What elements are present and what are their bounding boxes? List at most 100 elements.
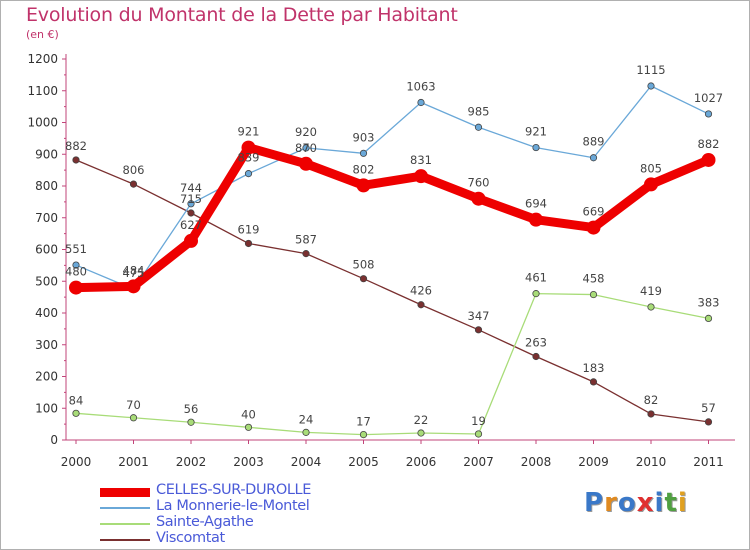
x-tick-label: 2006 bbox=[406, 455, 437, 469]
series-line bbox=[75, 292, 710, 436]
data-label: 383 bbox=[698, 295, 720, 309]
data-label: 458 bbox=[583, 272, 605, 286]
data-label: 839 bbox=[238, 151, 260, 165]
legend-label: Viscomtat bbox=[156, 530, 225, 546]
x-tick-label: 2010 bbox=[636, 455, 667, 469]
data-point bbox=[704, 110, 713, 118]
data-point bbox=[589, 378, 598, 386]
data-label: 715 bbox=[180, 192, 202, 206]
data-label: 475 bbox=[123, 266, 145, 280]
data-label: 419 bbox=[640, 284, 662, 298]
data-label: 882 bbox=[65, 139, 87, 153]
data-label: 1027 bbox=[694, 91, 723, 105]
x-tick-label: 2003 bbox=[233, 455, 264, 469]
data-label: 802 bbox=[353, 162, 375, 176]
data-label: 1063 bbox=[406, 79, 435, 93]
data-label: 760 bbox=[468, 176, 490, 190]
y-tick-label: 1200 bbox=[27, 52, 58, 66]
x-tick-label: 2001 bbox=[118, 455, 149, 469]
data-label: 183 bbox=[583, 361, 605, 375]
data-label: 627 bbox=[180, 218, 202, 232]
data-point bbox=[471, 191, 486, 206]
legend-swatch bbox=[100, 487, 150, 497]
data-label: 70 bbox=[126, 398, 141, 412]
legend-swatch bbox=[100, 507, 150, 509]
data-label: 480 bbox=[65, 265, 87, 279]
x-tick-label: 2011 bbox=[693, 455, 724, 469]
data-label: 669 bbox=[583, 205, 605, 219]
x-tick-label: 2008 bbox=[521, 455, 552, 469]
data-point bbox=[72, 156, 80, 164]
data-point bbox=[302, 144, 310, 152]
data-point bbox=[126, 279, 141, 294]
y-tick-label: 200 bbox=[35, 370, 58, 384]
data-point bbox=[474, 123, 483, 131]
data-label: 24 bbox=[299, 412, 314, 426]
data-label: 19 bbox=[471, 414, 486, 428]
x-tick-label: 2004 bbox=[291, 455, 322, 469]
data-point bbox=[532, 143, 540, 152]
data-point bbox=[356, 178, 371, 193]
data-label: 889 bbox=[583, 135, 605, 149]
y-tick-label: 700 bbox=[35, 211, 58, 225]
chart-title: Evolution du Montant de la Dette par Hab… bbox=[26, 4, 458, 26]
data-point bbox=[704, 418, 713, 426]
data-point bbox=[417, 98, 425, 107]
data-label: 22 bbox=[414, 413, 429, 427]
data-point bbox=[129, 414, 138, 422]
legend-label: CELLES-SUR-DUROLLE bbox=[156, 482, 311, 498]
data-point bbox=[359, 275, 368, 283]
data-label: 587 bbox=[295, 233, 317, 247]
data-label: 82 bbox=[644, 393, 659, 407]
data-point bbox=[187, 418, 195, 426]
data-label: 870 bbox=[295, 141, 317, 155]
data-point bbox=[241, 140, 256, 155]
data-point bbox=[474, 326, 483, 334]
y-tick-label: 1100 bbox=[27, 84, 58, 98]
data-label: 903 bbox=[353, 130, 375, 144]
data-point bbox=[244, 170, 253, 178]
x-tick-label: 2005 bbox=[348, 455, 379, 469]
data-point bbox=[72, 261, 80, 269]
data-label: 744 bbox=[180, 181, 202, 195]
y-tick-label: 0 bbox=[50, 433, 58, 447]
data-point bbox=[701, 152, 716, 167]
data-label: 40 bbox=[241, 407, 256, 421]
data-label: 921 bbox=[238, 125, 260, 139]
data-point bbox=[244, 239, 253, 248]
data-point bbox=[72, 409, 80, 417]
data-label: 57 bbox=[701, 401, 716, 415]
y-tick-label: 600 bbox=[35, 243, 58, 257]
y-tick-label: 500 bbox=[35, 274, 58, 288]
data-point bbox=[647, 82, 655, 90]
data-point bbox=[647, 303, 655, 311]
proxiti-logo: Proxiti bbox=[584, 488, 688, 518]
data-point bbox=[299, 156, 313, 171]
y-tick-label: 400 bbox=[35, 306, 58, 320]
data-label: 347 bbox=[468, 309, 490, 323]
data-point bbox=[129, 180, 138, 188]
x-tick-label: 2002 bbox=[176, 455, 207, 469]
data-label: 694 bbox=[525, 197, 547, 211]
data-point bbox=[589, 154, 598, 162]
data-point bbox=[644, 177, 658, 192]
data-point bbox=[474, 430, 483, 438]
legend-label: La Monnerie-le-Montel bbox=[156, 498, 310, 514]
data-point bbox=[187, 200, 195, 208]
x-tick-label: 2000 bbox=[61, 455, 92, 469]
data-point bbox=[302, 250, 310, 258]
data-point bbox=[647, 410, 655, 418]
series-line bbox=[71, 143, 713, 293]
data-point bbox=[69, 280, 83, 295]
data-label: 806 bbox=[123, 163, 145, 177]
chart-subtitle: (en €) bbox=[26, 28, 59, 41]
data-label: 84 bbox=[69, 393, 84, 407]
data-point bbox=[586, 220, 601, 235]
y-tick-label: 800 bbox=[35, 179, 58, 193]
data-label: 619 bbox=[238, 222, 260, 236]
legend-swatch bbox=[100, 539, 150, 541]
data-point bbox=[187, 209, 195, 217]
y-tick-label: 900 bbox=[35, 147, 58, 161]
data-point bbox=[532, 352, 540, 361]
